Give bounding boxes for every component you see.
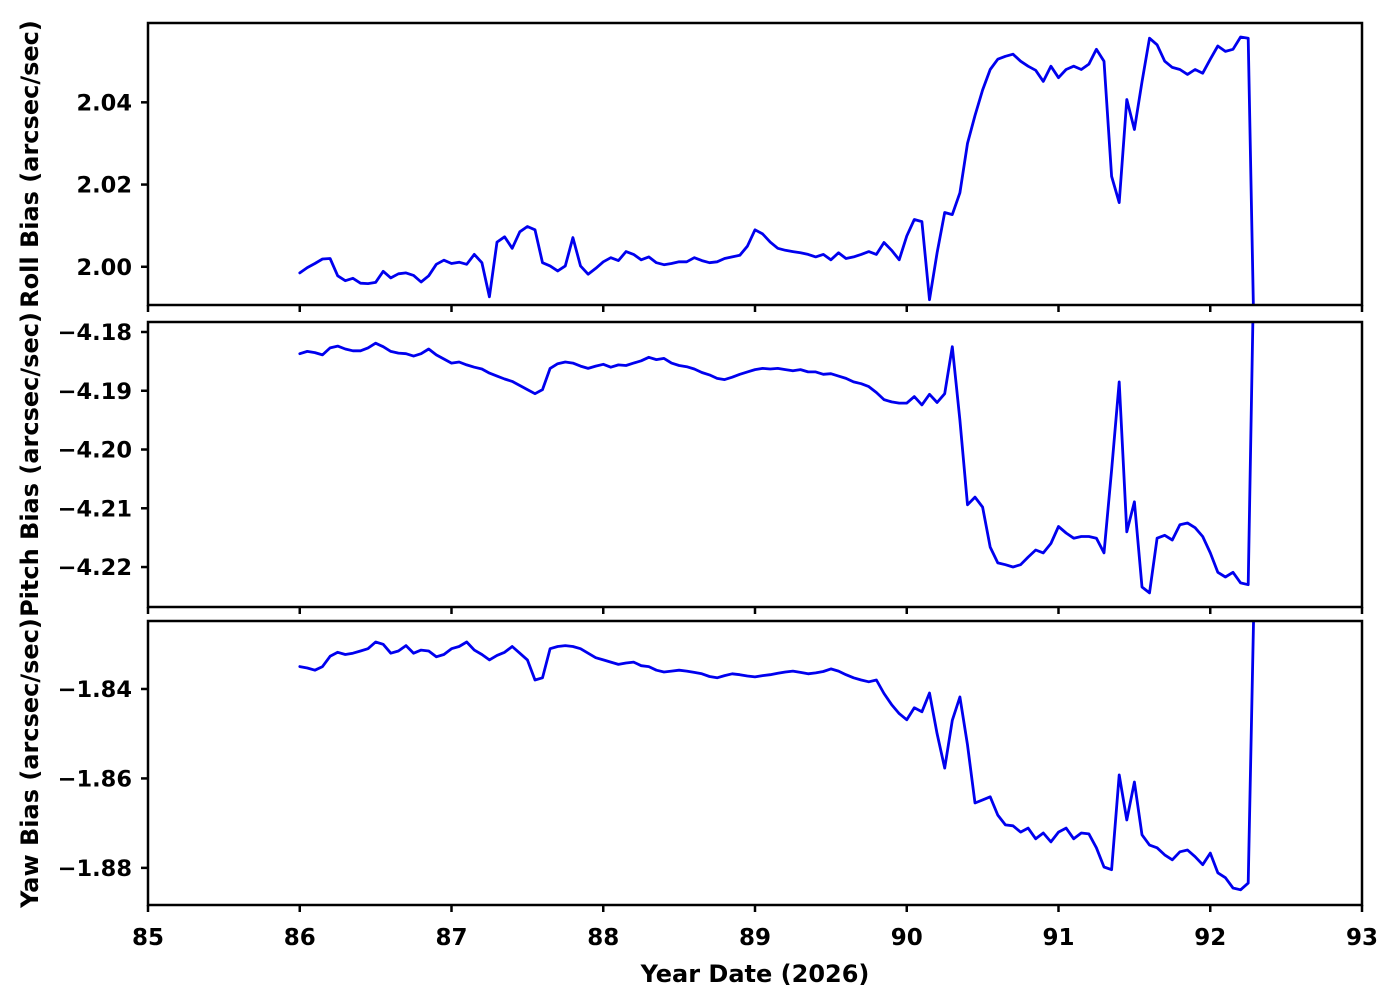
y-tick-label: −1.88 xyxy=(58,856,132,882)
roll-axis-label: Roll Bias (arcsec/sec) xyxy=(16,20,44,308)
y-tick-label: 2.04 xyxy=(76,90,132,116)
y-tick-label: −1.86 xyxy=(58,766,132,792)
yaw-series-line xyxy=(298,621,1255,892)
x-tick-label: 85 xyxy=(132,925,164,951)
x-tick-label: 91 xyxy=(1042,925,1074,951)
x-axis-label: Year Date (2026) xyxy=(640,960,870,988)
y-tick-label: −4.21 xyxy=(58,496,132,522)
x-tick-label: 92 xyxy=(1194,925,1226,951)
pitch-series-line xyxy=(298,322,1255,595)
x-tick-label: 86 xyxy=(284,925,316,951)
yaw-x-ticks xyxy=(146,905,1364,912)
roll-y-ticks: 2.00 2.02 2.04 xyxy=(76,90,148,281)
roll-series-line xyxy=(298,35,1255,305)
panel-roll: 2.00 2.02 2.04 Roll Bias (arcsec/sec) xyxy=(16,20,1364,312)
y-tick-label: −4.22 xyxy=(58,555,132,581)
x-tick-labels: 85 86 87 88 89 90 91 92 93 xyxy=(132,925,1378,951)
panel-border xyxy=(146,21,1364,307)
y-tick-label: 2.02 xyxy=(76,173,132,199)
panel-border xyxy=(146,619,1364,907)
yaw-axis-label: Yaw Bias (arcsec/sec) xyxy=(16,618,44,909)
x-tick-label: 90 xyxy=(891,925,923,951)
yaw-y-ticks: −1.84 −1.86 −1.88 xyxy=(58,677,148,882)
panel-border xyxy=(146,320,1364,609)
panel-pitch: −4.18 −4.19 −4.20 −4.21 −4.22 Pitch Bias (ar… xyxy=(16,312,1364,617)
panel-yaw: −1.84 −1.86 −1.88 Yaw Bias (arcsec/sec) xyxy=(16,618,1364,912)
roll-x-ticks xyxy=(146,305,1364,312)
y-tick-label: −1.84 xyxy=(58,677,132,703)
x-tick-label: 93 xyxy=(1346,925,1378,951)
x-tick-label: 87 xyxy=(435,925,467,951)
x-tick-label: 88 xyxy=(587,925,619,951)
y-tick-label: −4.18 xyxy=(58,320,132,346)
x-tick-label: 89 xyxy=(739,925,771,951)
y-tick-label: −4.20 xyxy=(58,438,132,464)
y-tick-label: 2.00 xyxy=(76,255,132,281)
y-tick-label: −4.19 xyxy=(58,379,132,405)
pitch-axis-label: Pitch Bias (arcsec/sec) xyxy=(16,312,44,617)
pitch-x-ticks xyxy=(146,607,1364,614)
pitch-y-ticks: −4.18 −4.19 −4.20 −4.21 −4.22 xyxy=(58,320,148,581)
